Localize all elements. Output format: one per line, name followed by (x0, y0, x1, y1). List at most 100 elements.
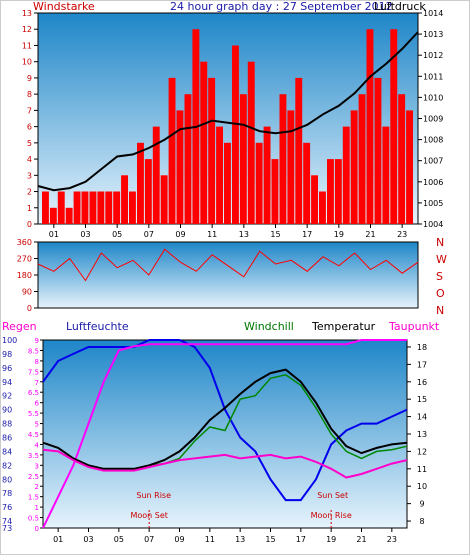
time-tick-label: 05 (114, 535, 124, 544)
wind-bar (73, 191, 81, 224)
temp-tick-label: 11 (417, 465, 427, 474)
event-label: Sun Rise (136, 491, 171, 500)
direction-plot-area (37, 241, 419, 309)
wind-bar (382, 126, 390, 224)
panel1-time-ticks: 01 03 05 07 09 11 13 15 17 19 21 23 (49, 224, 407, 239)
time-tick-label: 23 (397, 230, 407, 239)
rain-tick-label: 7 (35, 379, 39, 387)
rain-tick-label: 3 (35, 462, 39, 470)
direction-tick-label: 270 (17, 255, 32, 264)
temperature-axis-ticks: 8 9 10 11 12 13 14 15 16 17 18 (407, 343, 427, 526)
humidity-tick-label: 84 (2, 447, 12, 456)
event-label: Moon Set (130, 511, 167, 520)
wind-bar (105, 191, 113, 224)
rain-tick-label: 5 (35, 421, 39, 429)
compass-label: O (436, 287, 445, 300)
temperature-line (42, 368, 408, 470)
wind-bar (287, 110, 295, 224)
rain-tick-label: 7.5 (28, 368, 39, 376)
humidity-tick-label: 90 (2, 406, 12, 415)
humidity-tick-label: 74 (2, 517, 12, 526)
wind-tick-label: 1 (27, 204, 32, 213)
wind-bar (224, 142, 231, 224)
rain-tick-label: 4.5 (28, 431, 39, 439)
direction-tick-label: 0 (27, 304, 32, 313)
pressure-tick-label: 1004 (423, 220, 443, 229)
humidity-tick-label: 73 (2, 524, 12, 533)
pressure-axis-ticks: 1004 1005 1006 1007 1008 1009 1010 1011 1012 1013… (418, 9, 443, 229)
wind-tick-label: 13 (22, 9, 32, 18)
pressure-tick-label: 1010 (423, 93, 443, 102)
wind-bar (327, 159, 334, 224)
time-tick-label: 03 (80, 230, 90, 239)
wind-tick-label: 11 (22, 41, 32, 50)
rain-tick-label: 6.5 (28, 389, 39, 397)
time-tick-label: 15 (265, 535, 275, 544)
wind-direction-line (37, 248, 419, 282)
wind-bar (42, 191, 49, 224)
pressure-tick-label: 1008 (423, 136, 443, 145)
wind-bar (271, 159, 279, 224)
pressure-tick-label: 1006 (423, 178, 443, 187)
wind-bar (200, 61, 208, 225)
pressure-line (37, 31, 419, 192)
wind-tick-label: 8 (27, 90, 32, 99)
sun-moon-events: Moon Set Sun Rise Sun Set Moon Rise (130, 491, 352, 528)
wind-bar (160, 175, 168, 224)
wind-bar (239, 94, 247, 224)
temp-plot-area (42, 339, 408, 529)
wind-bar (97, 191, 105, 224)
wind-bar (295, 77, 303, 225)
compass-label: W (436, 253, 447, 266)
rain-tick-label: 9 (35, 337, 39, 345)
panel3-time-ticks: 01 03 05 07 09 11 13 15 17 19 21 23 (53, 528, 397, 544)
rain-tick-label: 2 (35, 483, 39, 491)
direction-tick-label: 90 (22, 288, 32, 297)
wind-bar (334, 159, 342, 224)
wind-bar (358, 94, 366, 224)
time-tick-label: 19 (334, 230, 344, 239)
wind-bar (311, 175, 318, 224)
temp-tick-label: 15 (417, 395, 427, 404)
wind-bar (176, 110, 184, 224)
time-tick-label: 19 (326, 535, 336, 544)
rain-tick-label: 1.5 (28, 494, 39, 502)
dewpoint-line (42, 448, 408, 479)
wind-bar (89, 191, 97, 224)
wind-tick-label: 4 (27, 155, 32, 164)
wind-bar (319, 191, 326, 224)
dewpoint-label: Taupunkt (388, 320, 440, 333)
time-tick-label: 15 (270, 230, 280, 239)
wind-bar (406, 110, 413, 224)
time-tick-label: 05 (112, 230, 122, 239)
temp-tick-label: 8 (419, 517, 424, 526)
wind-bar (232, 45, 239, 224)
time-tick-label: 09 (175, 230, 185, 239)
wind-bar (152, 126, 160, 224)
pressure-tick-label: 1013 (423, 30, 443, 39)
wind-bar (129, 191, 136, 224)
chart-title: 24 hour graph day : 27 September 2012 (170, 0, 393, 13)
pressure-tick-label: 1011 (423, 72, 443, 81)
wind-bar (65, 207, 73, 224)
direction-tick-label: 180 (17, 271, 32, 280)
wind-tick-label: 12 (22, 25, 32, 34)
temp-tick-label: 14 (417, 413, 427, 422)
wind-tick-label: 3 (27, 171, 32, 180)
temp-tick-label: 10 (417, 482, 427, 491)
wind-bar (366, 29, 374, 225)
wind-tick-label: 2 (27, 188, 32, 197)
temp-tick-label: 9 (419, 500, 424, 509)
humidity-tick-label: 86 (2, 433, 12, 442)
wind-tick-label: 5 (27, 139, 32, 148)
compass-label: N (436, 304, 444, 317)
direction-tick-label: 360 (17, 238, 32, 247)
humidity-line (42, 339, 408, 502)
event-label: Moon Rise (311, 511, 352, 520)
wind-bar (113, 191, 121, 224)
rain-tick-label: 6 (35, 400, 40, 408)
wind-bar (390, 29, 398, 225)
